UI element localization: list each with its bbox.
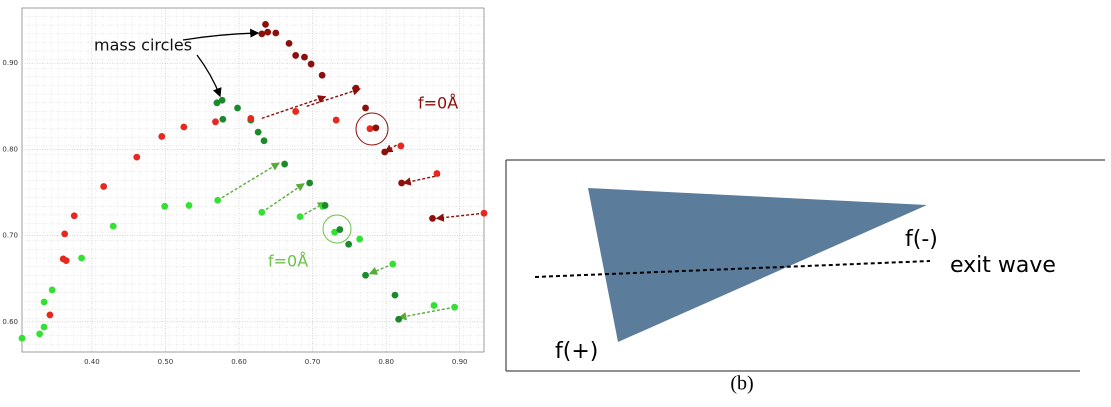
point [308,61,315,68]
point [264,29,271,36]
x-tick-label: 0.70 [305,358,321,366]
caption: (b) [730,373,753,395]
page: {"chart_data": {"type": "scatter", "xlim… [0,0,1111,403]
point [49,287,56,294]
point [319,72,326,79]
point [322,202,329,209]
point [286,40,293,47]
point [234,105,241,112]
point [392,292,399,299]
label: f(+) [555,339,598,364]
point [434,170,441,177]
point [100,183,107,190]
point [71,212,78,219]
y-tick-label: 0.90 [2,59,18,67]
point [186,202,193,209]
x-tick-label: 0.40 [84,358,100,366]
point [161,203,168,210]
y-tick-label: 0.80 [2,145,18,153]
x-tick-label: 0.90 [452,358,468,366]
figure: 0.40 0.50 0.60 0.70 0.80 0.90 0.60 0.70 0.80 0.90… [0,0,1111,403]
diagram-panel: f(-) exit wave f(+) (b) [506,160,1105,395]
point [356,236,363,243]
point [63,257,70,264]
point [258,30,265,37]
point [301,54,308,61]
point [255,129,262,136]
point [397,143,404,150]
point [219,97,226,104]
point [36,330,43,337]
point [389,261,396,268]
annotation: mass circles [94,36,192,55]
point [353,85,360,92]
point [247,115,254,122]
point [212,118,219,125]
point [41,299,48,306]
point [306,180,313,187]
x-tick-label: 0.60 [231,358,247,366]
y-tick-label: 0.60 [2,318,18,326]
point [281,161,288,168]
x-tick-label: 0.50 [158,358,174,366]
point [258,209,265,216]
point [47,312,54,319]
point [333,117,340,124]
point [41,324,48,331]
point [219,116,226,123]
point [262,21,269,28]
point [133,154,140,161]
label: f(-) [905,227,938,252]
y-tick-label: 0.70 [2,232,18,240]
label: exit wave [950,253,1056,278]
annotation: f=0Å [268,252,308,271]
point [372,124,379,131]
point [362,272,369,279]
point [19,335,26,342]
point [292,52,299,59]
point [362,105,369,112]
point [78,255,85,262]
point [345,241,352,248]
point [180,124,187,131]
point [395,316,402,323]
point [367,125,374,132]
x-tick-label: 0.80 [378,358,394,366]
point [481,210,488,217]
point [261,137,268,144]
point [336,226,343,233]
specimen-wedge [588,188,927,342]
point [398,180,405,187]
point [214,197,221,204]
point [381,149,388,156]
point [61,230,68,237]
point [431,302,438,309]
point [272,30,279,37]
point [110,223,117,230]
point [158,133,165,140]
point [429,215,436,222]
point [297,213,304,220]
point [292,108,299,115]
annotation: f=0Å [418,94,458,113]
point [451,304,458,311]
